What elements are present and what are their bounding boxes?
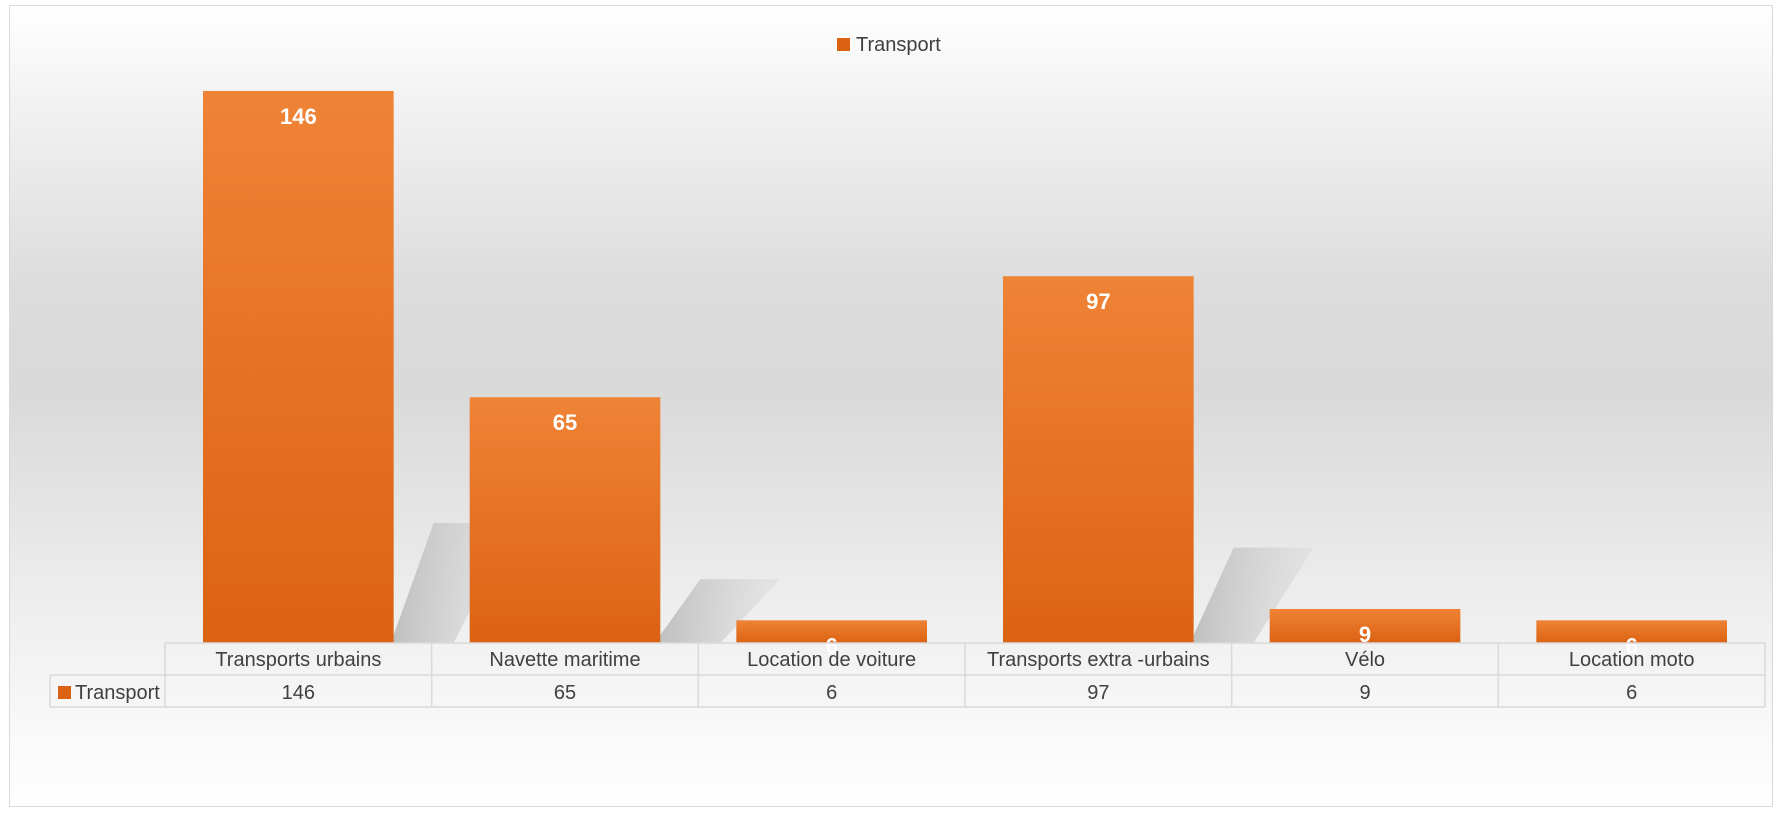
- bar-4: [1003, 276, 1194, 643]
- bar-6: [1536, 620, 1727, 643]
- legend-swatch: [837, 38, 850, 51]
- table-value: 6: [826, 682, 837, 704]
- category-label: Location de voiture: [747, 649, 916, 671]
- bar-3: [736, 620, 927, 643]
- table-value: 146: [282, 682, 315, 704]
- bar-shadow: [1193, 547, 1314, 643]
- bar-5: [1269, 608, 1461, 643]
- table-value: 9: [1359, 682, 1370, 704]
- table-value: 6: [1626, 682, 1637, 704]
- category-label: Transports urbains: [215, 649, 381, 671]
- table-series-swatch: [58, 686, 71, 699]
- table-value: 65: [554, 682, 576, 704]
- bars: [203, 90, 1727, 643]
- table-series-name: Transport: [75, 682, 160, 704]
- table-value: 97: [1087, 682, 1109, 704]
- category-label: Location moto: [1569, 649, 1695, 671]
- bar-labels: 146 65 6 97 9 6: [280, 104, 1638, 658]
- bar-value-label: 65: [553, 410, 577, 435]
- category-label: Navette maritime: [489, 649, 640, 671]
- chart-legend: Transport: [837, 34, 941, 56]
- data-table: Transports urbains 146 Navette maritime 65 L…: [49, 642, 1766, 708]
- bar-shadow: [660, 579, 781, 643]
- bar-value-label: 97: [1086, 289, 1110, 314]
- category-label: Vélo: [1345, 649, 1385, 671]
- bar-value-label: 146: [280, 104, 317, 129]
- legend-label: Transport: [856, 34, 941, 56]
- category-label: Transports extra -urbains: [987, 649, 1210, 671]
- bar-1: [203, 90, 394, 643]
- bar-2: [469, 397, 661, 643]
- bar-value-label: 6: [1626, 633, 1638, 658]
- bar-value-label: 9: [1359, 622, 1371, 647]
- chart-frame: Transport 146 65 6 97 9 6 Transports urbains 1…: [9, 5, 1773, 807]
- bar-value-label: 6: [826, 633, 838, 658]
